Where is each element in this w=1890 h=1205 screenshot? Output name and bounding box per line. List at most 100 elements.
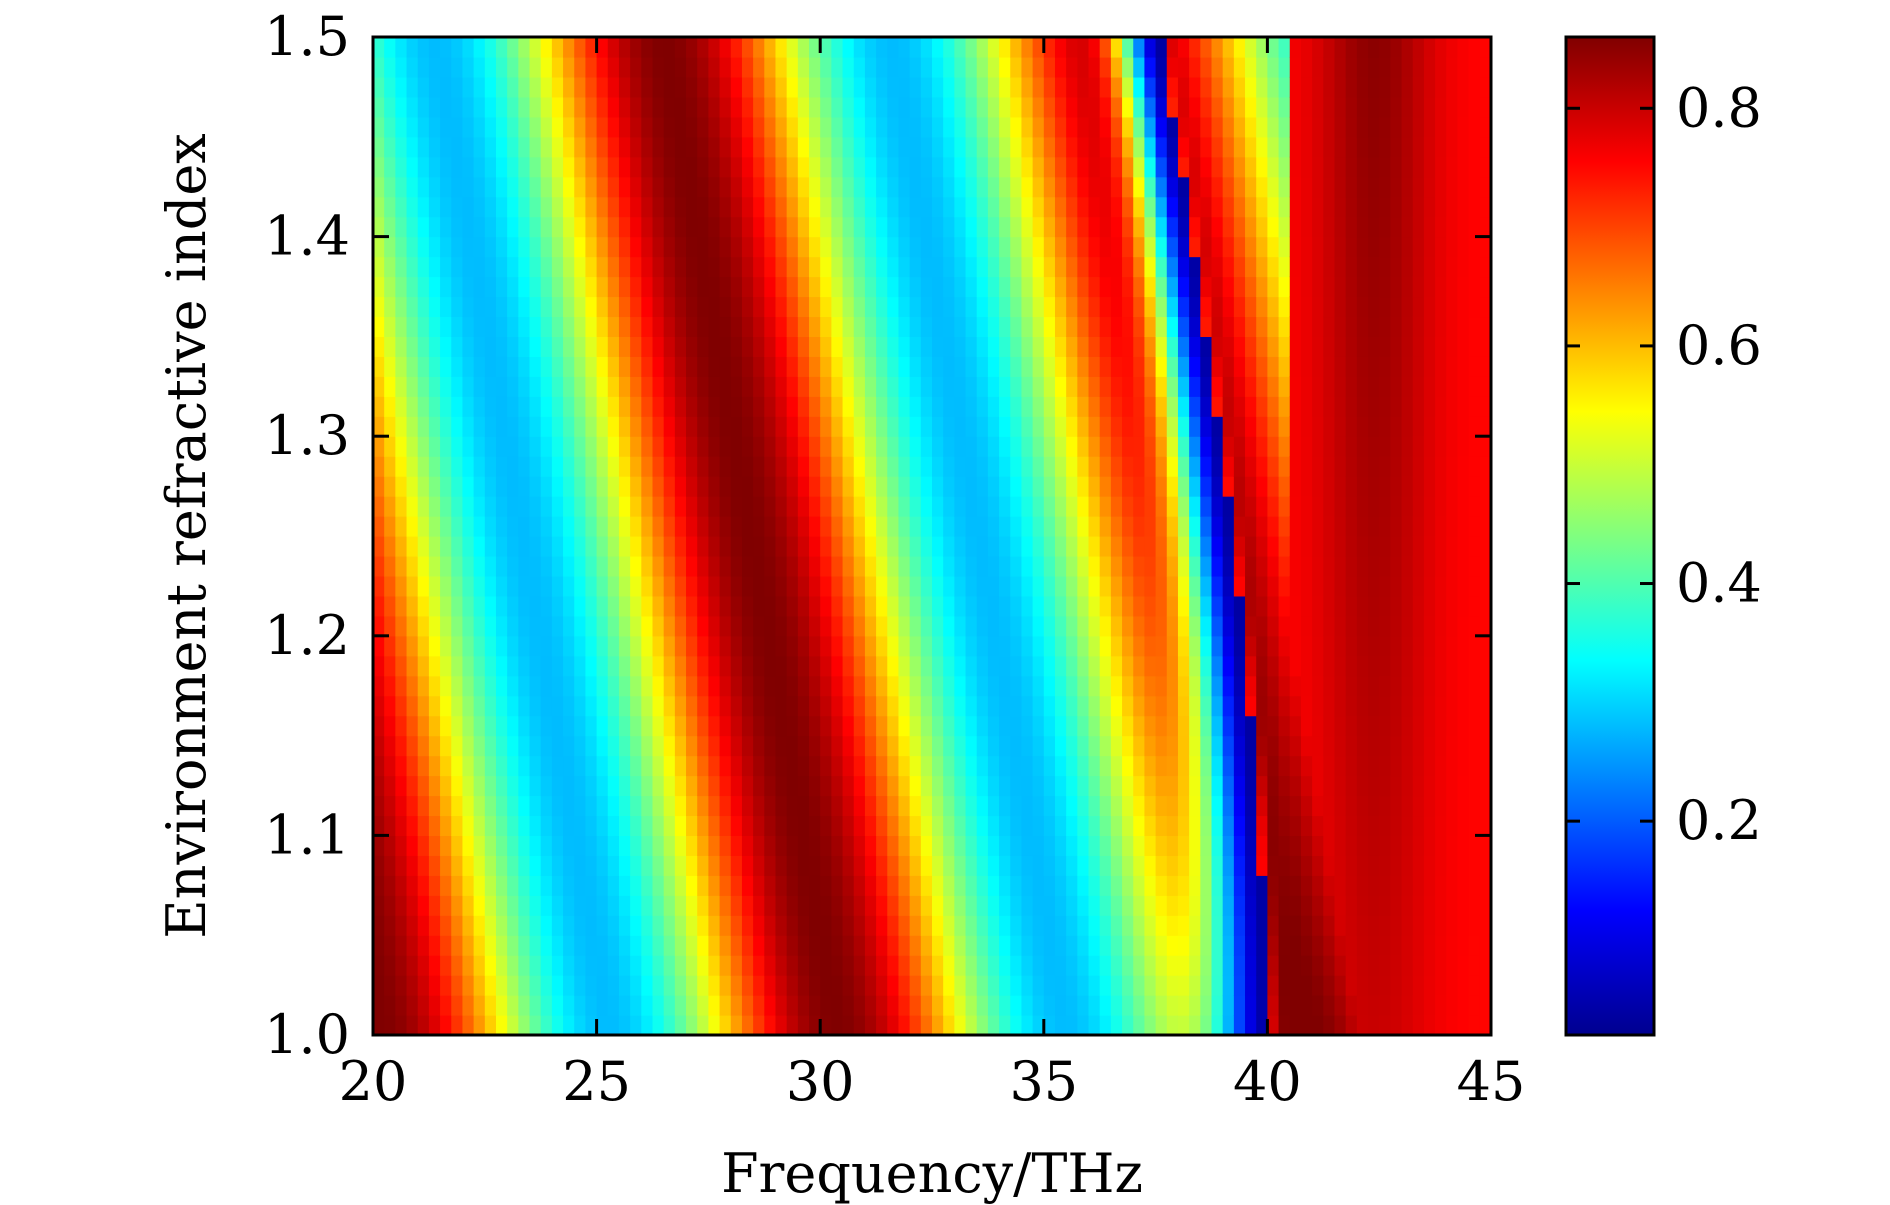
heatmap-cell (943, 715, 955, 737)
heatmap-cell (909, 196, 922, 218)
heatmap-cell (1368, 356, 1380, 377)
heatmap-cell (1122, 136, 1134, 158)
heatmap-cell (1390, 476, 1403, 497)
heatmap-cell (1177, 675, 1190, 697)
heatmap-cell (1166, 975, 1179, 996)
heatmap-cell (1423, 96, 1436, 118)
heatmap-cell (775, 855, 788, 876)
heatmap-cell (440, 575, 452, 597)
heatmap-cell (540, 436, 553, 457)
heatmap-cell (954, 436, 967, 457)
heatmap-cell (1379, 116, 1391, 138)
heatmap-cell (1200, 336, 1213, 357)
heatmap-cell (507, 96, 519, 118)
heatmap-cell (809, 276, 821, 298)
heatmap-cell (842, 635, 855, 657)
heatmap-cell (753, 995, 765, 1016)
heatmap-cell (853, 975, 866, 996)
heatmap-cell (373, 875, 385, 896)
heatmap-cell (1155, 156, 1168, 178)
heatmap-cell (1267, 695, 1280, 717)
heatmap-cell (440, 995, 452, 1016)
heatmap-cell (1412, 775, 1425, 797)
heatmap-cell (574, 76, 587, 98)
heatmap-cell (1479, 416, 1492, 437)
heatmap-cell (1177, 735, 1190, 757)
heatmap-cell (1323, 855, 1336, 876)
heatmap-cell (686, 356, 698, 377)
heatmap-cell (1323, 196, 1336, 218)
heatmap-cell (842, 536, 855, 557)
heatmap-cell (965, 96, 978, 118)
heatmap-cell (1323, 975, 1336, 996)
heatmap-cell (417, 635, 430, 657)
heatmap-cell (1110, 715, 1123, 737)
heatmap-cell (1468, 855, 1481, 876)
heatmap-cell (440, 356, 452, 377)
heatmap-cell (641, 396, 654, 417)
heatmap-cell (1368, 196, 1380, 218)
heatmap-cell (1233, 995, 1246, 1016)
heatmap-cell (686, 76, 698, 98)
heatmap-cell (1066, 136, 1078, 158)
heatmap-cell (864, 96, 877, 118)
heatmap-cell (473, 136, 486, 158)
heatmap-cell (1468, 815, 1481, 836)
heatmap-cell (428, 615, 441, 637)
heatmap-cell (1267, 256, 1280, 278)
heatmap-cell (1323, 675, 1336, 697)
heatmap-cell (462, 536, 475, 557)
heatmap-cell (674, 655, 687, 677)
heatmap-cell (1323, 895, 1336, 916)
heatmap-cell (853, 56, 866, 78)
heatmap-cell (686, 715, 698, 737)
heatmap-cell (1479, 575, 1492, 597)
heatmap-cell (1334, 156, 1347, 178)
heatmap-cell (674, 76, 687, 98)
heatmap-cell (1289, 256, 1302, 278)
heatmap-cell (1479, 396, 1492, 417)
heatmap-cell (719, 196, 732, 218)
heatmap-cell (887, 356, 900, 377)
heatmap-cell (1177, 955, 1190, 976)
heatmap-cell (1323, 436, 1336, 457)
heatmap-cell (373, 675, 385, 697)
heatmap-cell (563, 875, 575, 896)
heatmap-cell (1379, 476, 1391, 497)
heatmap-cell (1267, 615, 1280, 637)
heatmap-cell (1099, 975, 1112, 996)
heatmap-cell (965, 635, 978, 657)
heatmap-cell (1077, 37, 1090, 58)
heatmap-cell (551, 595, 564, 617)
heatmap-cell (898, 496, 911, 517)
heatmap-cell (719, 436, 732, 457)
heatmap-cell (641, 815, 654, 836)
heatmap-cell (898, 855, 911, 876)
heatmap-cell (674, 795, 687, 817)
heatmap-cell (652, 316, 665, 337)
heatmap-cell (753, 895, 765, 916)
heatmap-cell (618, 276, 631, 298)
heatmap-cell (607, 256, 620, 278)
heatmap-cell (730, 156, 743, 178)
heatmap-cell (1356, 116, 1369, 138)
heatmap-cell (607, 96, 620, 118)
heatmap-cell (585, 875, 598, 896)
heatmap-cell (551, 496, 564, 517)
heatmap-cell (1356, 56, 1369, 78)
heatmap-cell (730, 116, 743, 138)
heatmap-cell (1334, 595, 1347, 617)
heatmap-cell (384, 635, 396, 657)
heatmap-cell (797, 156, 810, 178)
heatmap-cell (1066, 655, 1078, 677)
heatmap-cell (1468, 196, 1481, 218)
heatmap-cell (551, 875, 564, 896)
heatmap-cell (462, 256, 475, 278)
heatmap-cell (786, 555, 799, 577)
heatmap-cell (574, 216, 587, 238)
heatmap-cell (697, 536, 709, 557)
heatmap-cell (786, 935, 799, 956)
heatmap-cell (876, 456, 888, 477)
heatmap-cell (462, 975, 475, 996)
heatmap-cell (507, 895, 519, 916)
